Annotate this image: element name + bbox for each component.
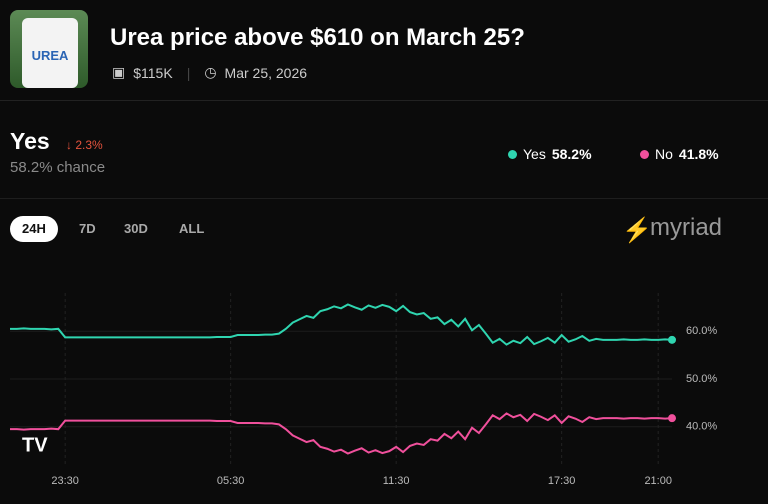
x-tick-label: 21:00 [644,475,672,487]
market-title: Urea price above $610 on March 25? [110,24,525,51]
legend-no: No 41.8% [640,146,719,162]
legend-dot [640,149,649,159]
legend-name: No [655,146,673,162]
clock-icon: ◷ [204,64,217,80]
legend-value: 41.8% [678,146,719,162]
market-stats: ▣ $115K | ◷ Mar 25, 2026 [112,64,307,81]
brand-icon: ⚡ [622,217,652,244]
outcome-change: ↓ 2.3% [66,138,103,152]
tab[interactable]: ALL [179,221,205,236]
x-tick-label: 23:30 [51,475,79,487]
y-tick-label: 40.0% [686,421,717,433]
separator [0,100,768,101]
x-tick-label: 05:30 [217,475,245,487]
end-dot [668,335,676,344]
series-line [10,303,673,346]
y-tick-label: 50.0% [686,373,717,385]
divider: | [186,64,191,81]
legend-value: 58.2% [551,146,592,162]
outcome-chance: 58.2% chance [10,159,106,176]
tab[interactable]: 30D [124,221,148,236]
y-tick-label: 60.0% [686,325,717,337]
date: Mar 25, 2026 [224,64,308,81]
tab[interactable]: 7D [79,221,96,236]
x-tick-label: 17:30 [548,475,576,487]
legend-dot [508,149,517,159]
brand: myriad [650,214,723,241]
market-image: UREA [10,10,88,88]
image-text: UREA [31,48,69,63]
end-dot [668,414,676,423]
volume: $115K [133,64,173,81]
legend-name: Yes [523,146,546,162]
tv-logo: TV [22,434,48,456]
x-tick-label: 11:30 [383,475,410,487]
outcome-name: Yes [10,128,50,154]
separator [0,198,768,199]
tab[interactable]: 24H [10,216,58,242]
volume-icon: ▣ [112,64,126,80]
legend-yes: Yes 58.2% [508,146,592,162]
series-line [10,412,673,455]
change-value: 2.3% [75,138,103,152]
